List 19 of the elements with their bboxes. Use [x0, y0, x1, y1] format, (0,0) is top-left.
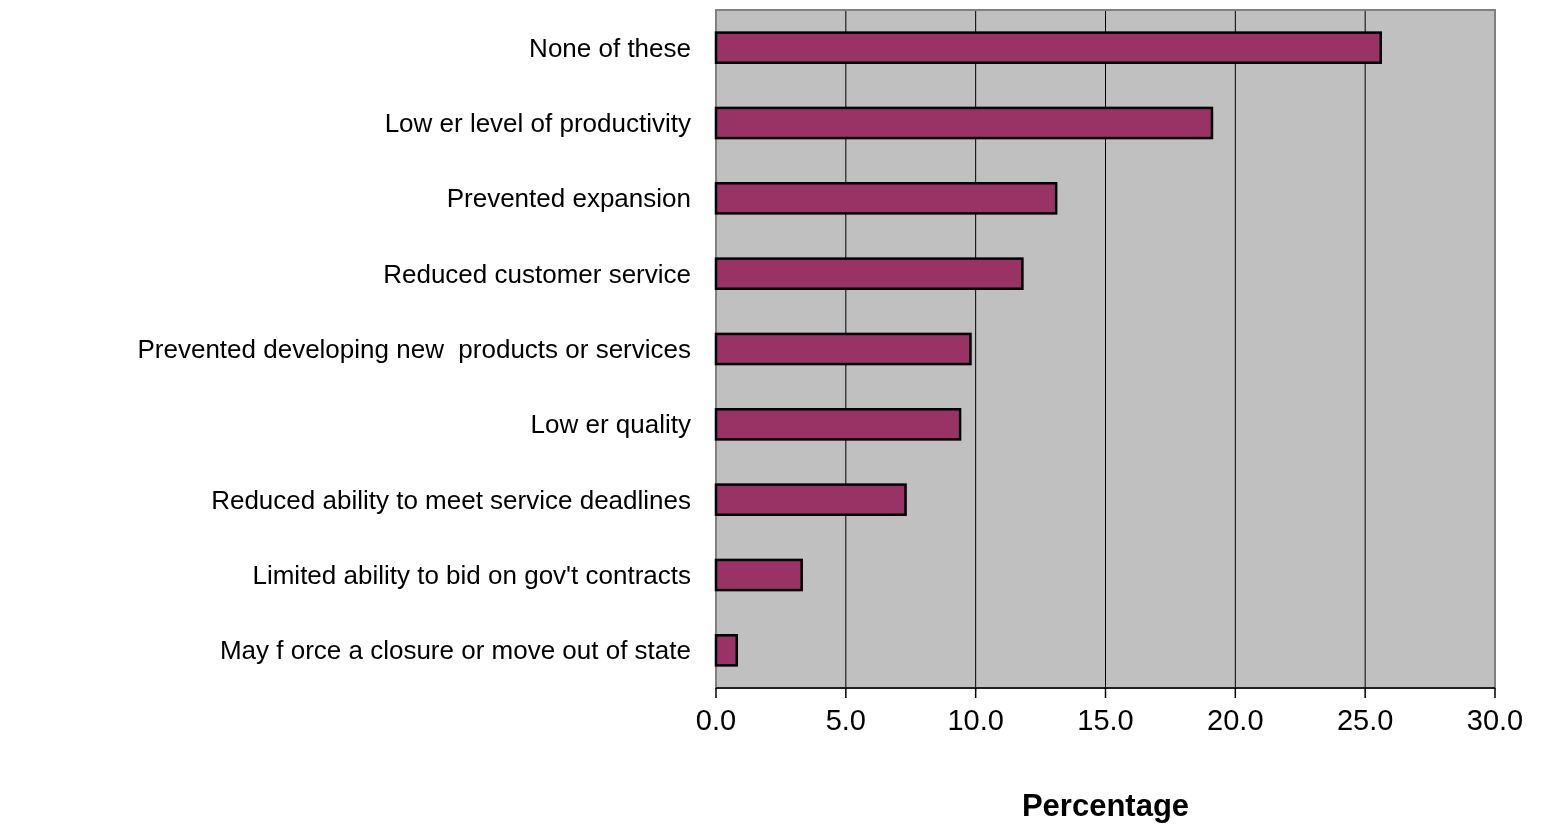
bar	[714, 634, 739, 667]
y-tick-label: Reduced customer service	[383, 258, 691, 289]
y-tick-label: Reduced ability to meet service deadlines	[211, 484, 691, 515]
y-tick-label: None of these	[529, 32, 691, 63]
bar	[714, 558, 803, 592]
x-tick-label: 0.0	[695, 704, 737, 736]
x-tick-label: 25.0	[1336, 704, 1394, 736]
y-tick-label: Low er level of productivity	[384, 108, 691, 139]
y-tick-label: Low er quality	[530, 409, 691, 440]
x-tick-label: 5.0	[825, 704, 866, 736]
x-tick-label: 10.0	[947, 704, 1004, 736]
x-axis-title: Percentage	[1021, 788, 1190, 823]
x-tick-label: 15.0	[1077, 704, 1134, 736]
x-tick-label: 20.0	[1207, 704, 1264, 736]
y-tick-label: Limited ability to bid on gov't contracts	[252, 560, 691, 591]
y-tick-label: Prevented expansion	[446, 183, 691, 214]
y-tick-label: Prevented developing new products or services	[137, 334, 691, 365]
x-tick-label: 30.0	[1466, 704, 1524, 736]
y-tick-label: May f orce a closure or move out of state	[219, 635, 691, 666]
